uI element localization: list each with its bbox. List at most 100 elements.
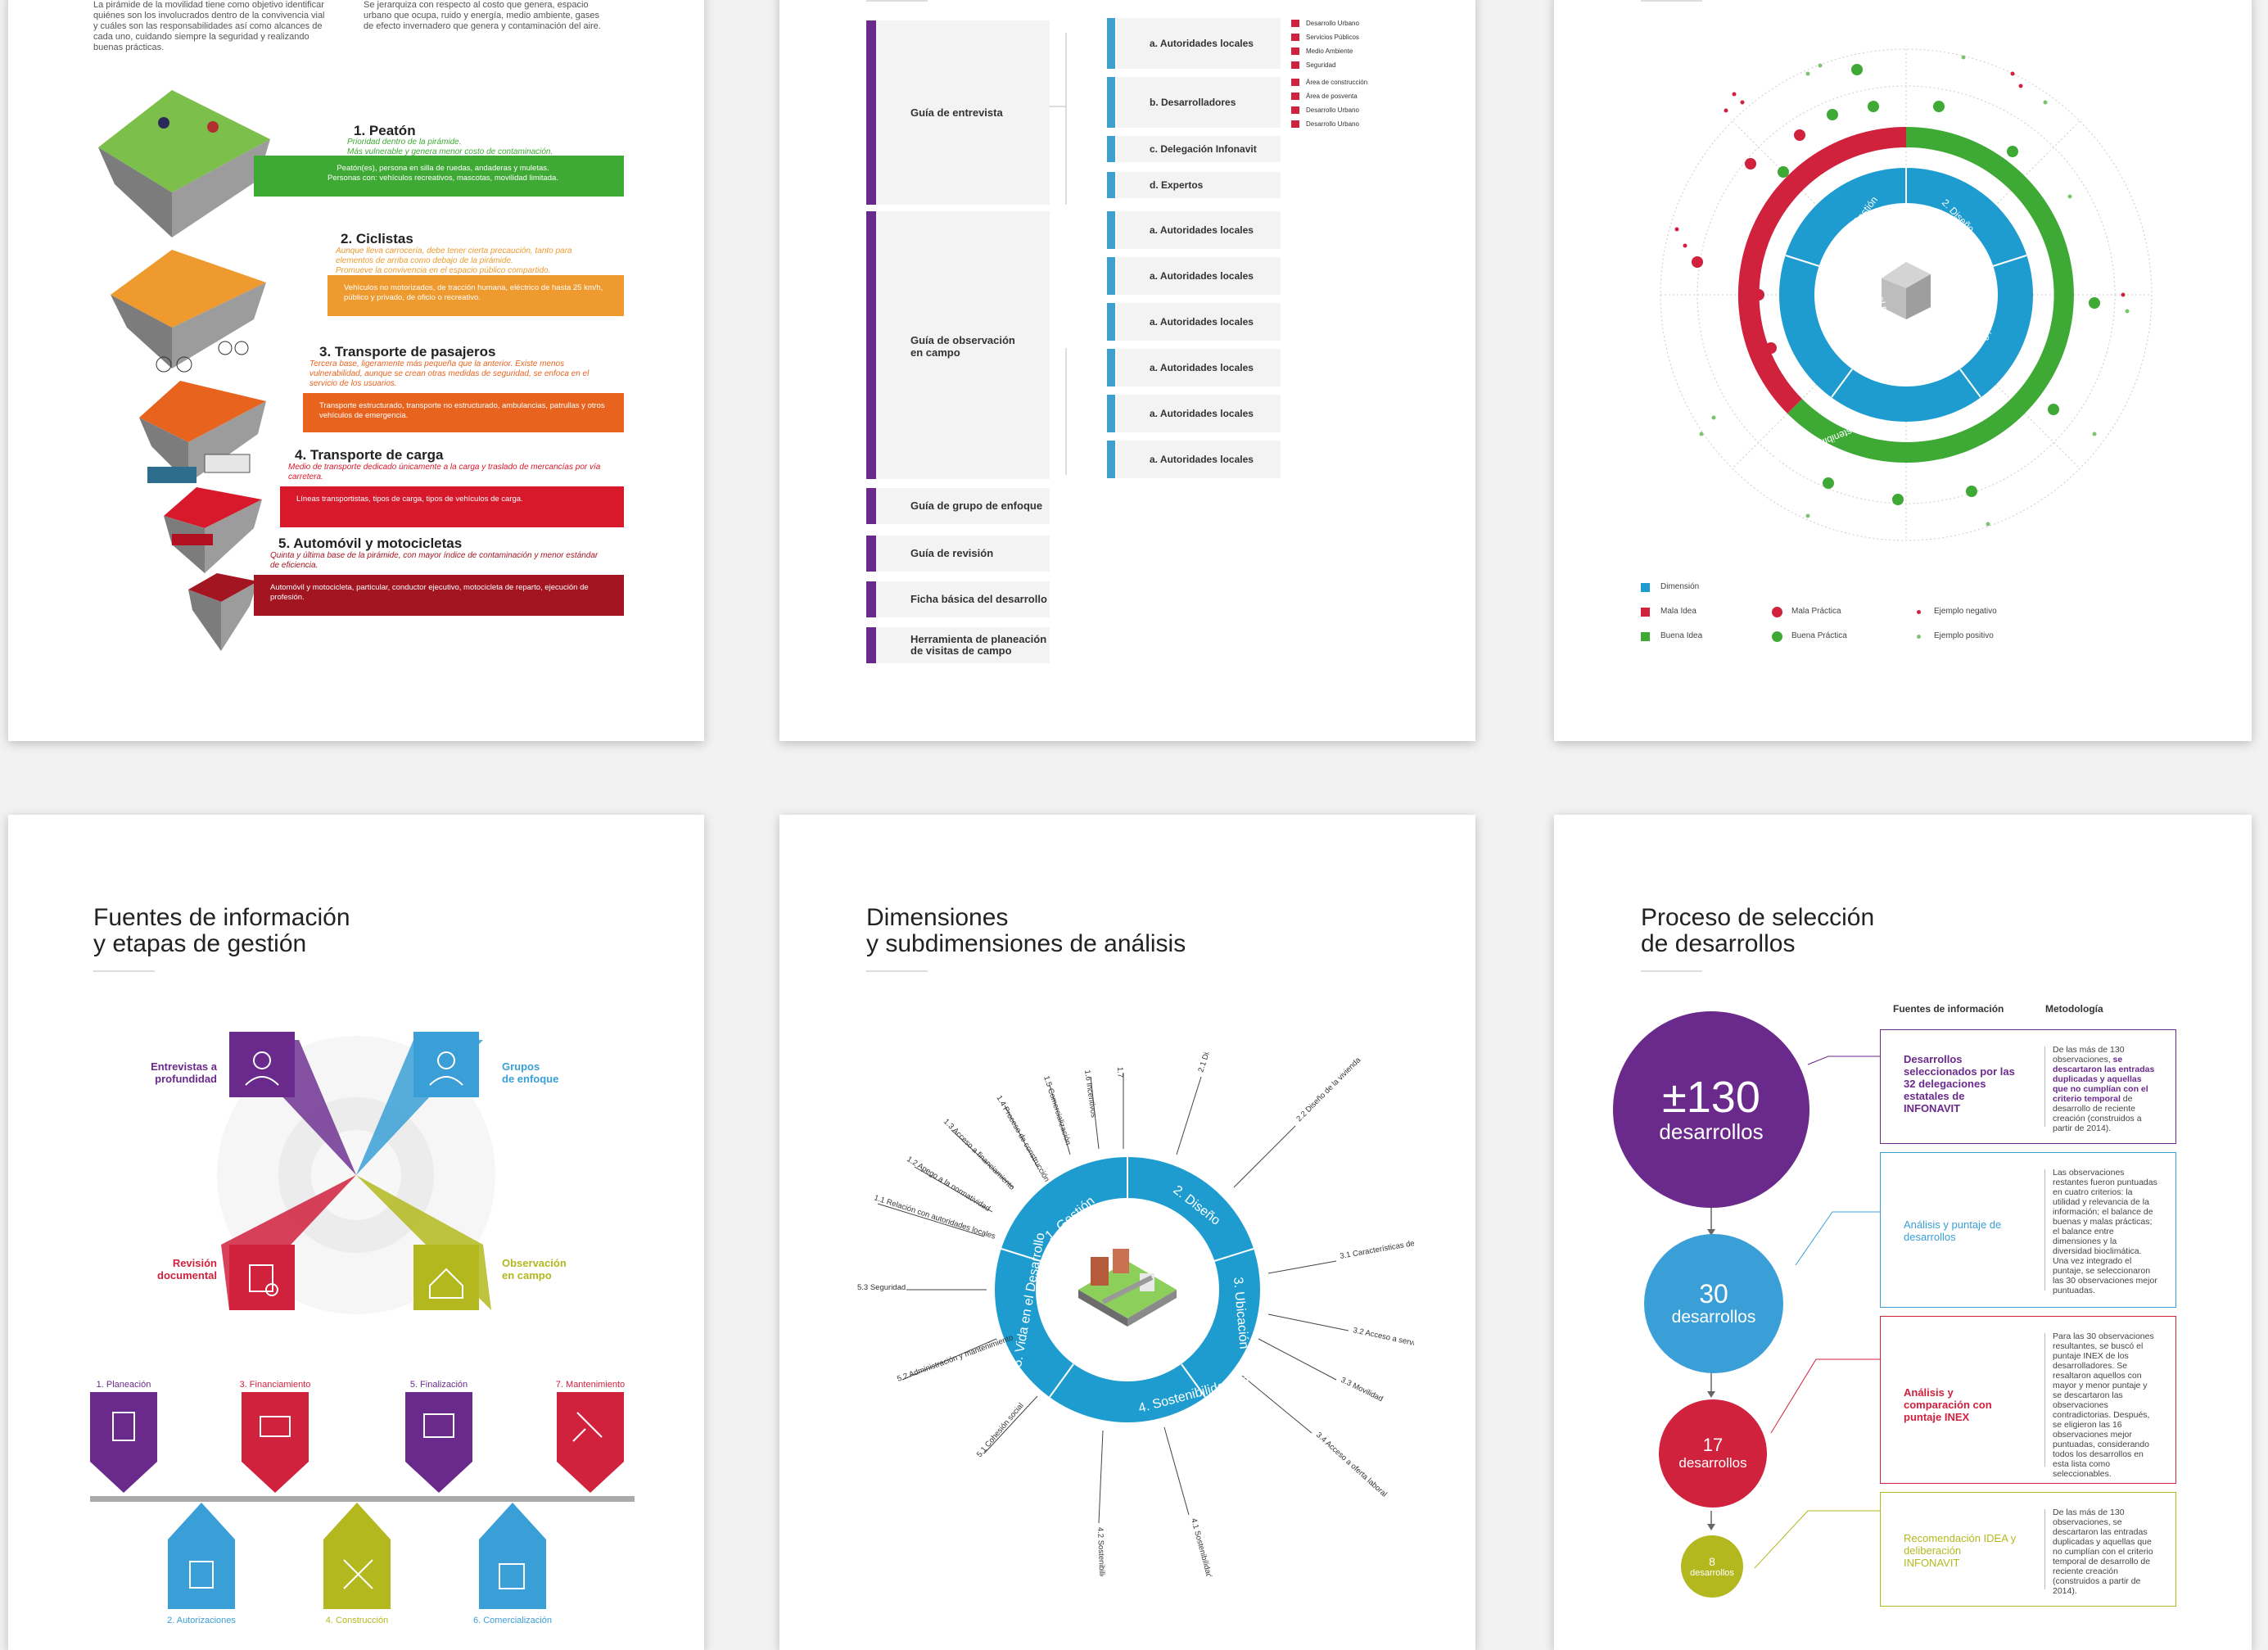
page-selection-process: Proceso de selección de desarrollos Fuen… bbox=[1554, 815, 2252, 1650]
subdim-label: 1.4 Proceso de construcción bbox=[994, 1094, 1050, 1183]
guide-2-bar bbox=[866, 211, 876, 479]
subdim-label: 4.2 Sostenibilidad ambiental del desarro… bbox=[1096, 1527, 1109, 1576]
guide-4-box: Guía de revisión documental bbox=[876, 536, 1050, 595]
legend-good-practice: Buena Práctica bbox=[1772, 631, 1847, 642]
leaf-bar bbox=[1107, 349, 1115, 387]
legend-dimension: Dimensión bbox=[1641, 581, 1699, 593]
red-subitem: Seguridad bbox=[1291, 60, 1335, 70]
red-subitem: Servicios Públicos bbox=[1291, 32, 1359, 43]
selection-box-2: Análisis y puntaje de desarrollos Las ob… bbox=[1880, 1152, 2176, 1308]
guide-6-bar bbox=[866, 627, 876, 663]
subdim-label: 1.5 Comercialización bbox=[1041, 1075, 1073, 1146]
intro-right-text: Se jerarquiza con respecto al costo que … bbox=[364, 0, 601, 31]
stage-3-label: 3. Financiamiento bbox=[239, 1380, 311, 1390]
subdim-label: 1.7 bbox=[1115, 1067, 1124, 1078]
red-subitem: Área de construcción bbox=[1291, 77, 1367, 88]
level-5-title: 5. Automóvil y motocicletas bbox=[278, 536, 463, 551]
level-5-band: Automóvil y motocicleta, particular, con… bbox=[254, 575, 624, 616]
page-information-sources: Fuentes de información y etapas de gesti… bbox=[8, 815, 704, 1650]
title-rule bbox=[1641, 970, 1702, 972]
leaf-bar bbox=[1107, 395, 1115, 432]
legend-positive-example: Ejemplo positivo bbox=[1914, 631, 1994, 642]
subdim-label: 5.2 Administración y mantenimiento bbox=[896, 1333, 1014, 1384]
leaf-bar bbox=[1107, 77, 1115, 128]
source-interviews-label: Entrevistas a profundidad bbox=[151, 1060, 217, 1085]
leaf-item: d. Expertos bbox=[1117, 172, 1281, 198]
dimensions-wheel-diagram: 1. Gestión 2. Diseño 3. Ubicación 4. Sos… bbox=[857, 1052, 1414, 1576]
selection-box-3: Análisis y comparación con puntaje INEX … bbox=[1880, 1316, 2176, 1484]
selection-box-4: Recomendación IDEA y deliberación INFONA… bbox=[1880, 1492, 2176, 1607]
leaf-item: a. Autoridades locales bbox=[1117, 349, 1281, 387]
guide-5-bar bbox=[866, 581, 876, 617]
leaf-item: a. Autoridades locales bbox=[1117, 395, 1281, 432]
legend-bad-practice: Mala Práctica bbox=[1772, 606, 1841, 617]
leaf-bar bbox=[1107, 211, 1115, 249]
page-title: Fuentes de información y etapas de gesti… bbox=[93, 904, 350, 957]
guide-3-bar bbox=[866, 488, 876, 524]
col-method-header: Metodología bbox=[2045, 1003, 2103, 1015]
leaf-item: a. Autoridades locales bbox=[1117, 211, 1281, 249]
stage-4-label: 4. Construcción bbox=[325, 1616, 389, 1625]
level-3-band: Transporte estructurado, transporte no e… bbox=[303, 393, 624, 432]
guide-5-box: Ficha básica del desarrollo bbox=[876, 581, 1050, 617]
leaf-item: a. Autoridades locales bbox=[1117, 303, 1281, 341]
guide-1-box: Guía de entrevista bbox=[876, 20, 1050, 205]
level-1-band: Peatón(es), persona en silla de ruedas, … bbox=[254, 156, 624, 197]
guide-3-box: Guía de grupo de enfoque bbox=[876, 488, 1050, 524]
guide-1-bar bbox=[866, 20, 876, 205]
source-field-observation-label: Observación en campo bbox=[502, 1257, 567, 1282]
leaf-bar bbox=[1107, 136, 1115, 162]
page-title: Dimensiones y subdimensiones de análisis bbox=[866, 904, 1186, 957]
leaf-bar bbox=[1107, 303, 1115, 341]
stage-6-label: 6. Comercialización bbox=[473, 1616, 552, 1625]
legend-good-idea: Buena Idea bbox=[1641, 631, 1702, 642]
level-2-band: Vehículos no motorizados, de tracción hu… bbox=[328, 275, 624, 316]
level-2-subtitle: Aunque lleva carrocería, debe tener cier… bbox=[336, 246, 572, 275]
level-1-subtitle: Prioridad dentro de la pirámide. Más vul… bbox=[347, 138, 553, 156]
guide-4-bar bbox=[866, 536, 876, 572]
subdim-label: 1.6 Incentivos bbox=[1082, 1069, 1098, 1119]
leaf-bar bbox=[1107, 172, 1115, 198]
level-2-title: 2. Ciclistas bbox=[341, 231, 413, 246]
circle-17: 17 desarrollos bbox=[1659, 1399, 1767, 1508]
intro-left-text: La pirámide de la movilidad tiene como o… bbox=[93, 0, 325, 52]
guide-6-box: Herramienta de planeación de visitas de … bbox=[876, 627, 1050, 663]
sources-star-diagram bbox=[217, 1032, 495, 1314]
red-subitem: Desarrollo Urbano bbox=[1291, 119, 1359, 129]
page-practices-wheel: 1. Gestión 2. Diseño 3. Ubicación 4. Sos… bbox=[1554, 0, 2252, 741]
subdim-label: 5.1 Cohesión social bbox=[975, 1401, 1026, 1459]
leaf-bar bbox=[1107, 257, 1115, 295]
page-dimensions: Dimensiones y subdimensiones de análisis bbox=[779, 815, 1475, 1650]
leaf-item: c. Delegación Infonavit bbox=[1117, 136, 1281, 162]
circle-8: 8 desarrollos bbox=[1681, 1535, 1743, 1598]
stage-7-label: 7. Mantenimiento bbox=[555, 1380, 626, 1390]
page-instruments-tree: Guía de entrevista Guía de observación e… bbox=[779, 0, 1475, 741]
red-subitem: Desarrollo Urbano bbox=[1291, 18, 1359, 29]
practices-wheel-diagram: 1. Gestión 2. Diseño 3. Ubicación 4. Sos… bbox=[1660, 48, 2153, 541]
level-5-subtitle: Quinta y última base de la pirámide, con… bbox=[270, 551, 599, 570]
level-3-subtitle: Tercera base, ligeramente más pequeña qu… bbox=[309, 359, 590, 388]
leaf-bar bbox=[1107, 441, 1115, 478]
circle-30: 30 desarrollos bbox=[1644, 1234, 1783, 1373]
guide-2-box: Guía de observación en campo bbox=[876, 211, 1050, 479]
red-subitem: Medio Ambiente bbox=[1291, 46, 1353, 57]
source-focus-groups-label: Grupos de enfoque bbox=[502, 1060, 559, 1085]
selection-connectors bbox=[1707, 1056, 1880, 1569]
level-1-title: 1. Peatón bbox=[354, 123, 416, 138]
wheel-segment-3: 3. Ubicación bbox=[1981, 287, 1997, 341]
leaf-bar bbox=[1107, 18, 1115, 69]
title-rule bbox=[1641, 0, 1702, 2]
title-rule bbox=[866, 970, 928, 972]
subdim-label: 3.4 Acceso a oferta laboral bbox=[1314, 1431, 1389, 1499]
subdim-label: 2.1 Diseño de la vivienda bbox=[1196, 1052, 1231, 1074]
selection-box-1: Desarrollos seleccionados por las 32 del… bbox=[1880, 1029, 2176, 1144]
tree-connectors bbox=[1050, 33, 1067, 475]
subdim-label: 3.3 Movilidad bbox=[1340, 1376, 1385, 1404]
title-rule bbox=[93, 970, 155, 972]
subdim-label: 1.2 Apego a la normatividad bbox=[905, 1155, 992, 1214]
level-4-subtitle: Medio de transporte dedicado únicamente … bbox=[288, 463, 601, 481]
leaf-item: b. Desarrolladores bbox=[1117, 77, 1281, 128]
stage-1-label: 1. Planeación bbox=[96, 1380, 151, 1390]
red-subitem: Desarrollo Urbano bbox=[1291, 105, 1359, 115]
subdim-label: 2.2 Diseño de la vivienda bbox=[1294, 1056, 1362, 1123]
